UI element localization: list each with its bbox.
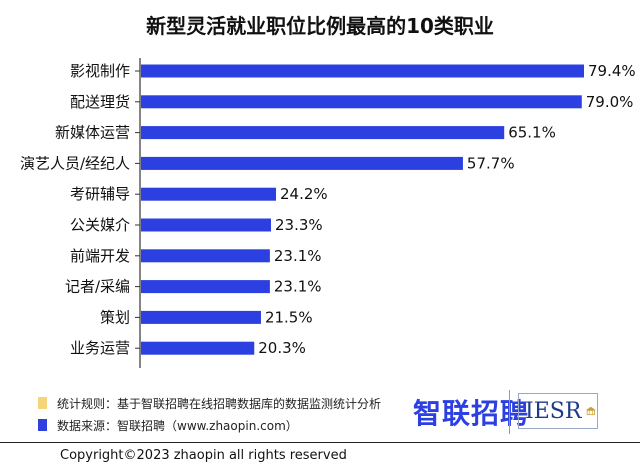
- category-label: 演艺人员/经纪人: [20, 154, 130, 172]
- value-label: 79.0%: [586, 93, 634, 111]
- bar: [141, 126, 505, 140]
- category-label: 前端开发: [70, 247, 130, 265]
- note-source-row: 数据来源：智联招聘（www.zhaopin.com）: [38, 414, 381, 436]
- value-label: 57.7%: [467, 154, 515, 172]
- value-label: 20.3%: [258, 339, 306, 357]
- bar: [141, 95, 582, 109]
- bar: [141, 341, 255, 355]
- iesr-logo: IESR: [518, 393, 598, 429]
- logo-divider: [509, 390, 510, 434]
- iesr-logo-text: IESR: [525, 398, 582, 424]
- category-label: 策划: [100, 308, 130, 326]
- note-rules: 统计规则：基于智联招聘在线招聘数据库的数据监测统计分析: [57, 396, 382, 411]
- footer-notes: 统计规则：基于智联招聘在线招聘数据库的数据监测统计分析 数据来源：智联招聘（ww…: [38, 392, 381, 436]
- bar: [141, 64, 584, 78]
- value-label: 24.2%: [280, 185, 328, 203]
- value-label: 23.3%: [275, 216, 323, 234]
- bar: [141, 218, 271, 232]
- bar-chart: 影视制作 79.4% 配送理货 79.0% 新媒体运营 65.1% 演艺人员/经纪人 57.7…: [20, 58, 636, 368]
- value-label: 21.5%: [265, 308, 313, 326]
- blue-swatch-icon: [38, 419, 47, 431]
- bar: [141, 249, 270, 263]
- zhaopin-logo: 智联招聘: [413, 397, 530, 430]
- chart-title: 新型灵活就业职位比例最高的10类职业: [146, 14, 494, 38]
- category-label: 配送理货: [70, 93, 130, 111]
- copyright: Copyright©2023 zhaopin all rights reserv…: [0, 442, 640, 471]
- note-rules-row: 统计规则：基于智联招聘在线招聘数据库的数据监测统计分析: [38, 392, 381, 414]
- category-label: 新媒体运营: [55, 124, 130, 142]
- value-label: 23.1%: [274, 278, 322, 296]
- bar: [141, 280, 270, 294]
- building-icon: [586, 406, 596, 416]
- bar: [141, 187, 277, 201]
- note-source: 数据来源：智联招聘（www.zhaopin.com）: [57, 418, 298, 433]
- category-label: 记者/采编: [65, 278, 130, 296]
- category-label: 公关媒介: [70, 216, 130, 234]
- value-label: 23.1%: [274, 247, 322, 265]
- value-label: 79.4%: [588, 62, 636, 80]
- yellow-swatch-icon: [38, 397, 47, 409]
- category-label: 考研辅导: [70, 185, 130, 203]
- category-label: 影视制作: [70, 62, 130, 80]
- bar: [141, 156, 463, 170]
- value-label: 65.1%: [508, 124, 556, 142]
- bar: [141, 310, 261, 324]
- category-label: 业务运营: [70, 339, 130, 357]
